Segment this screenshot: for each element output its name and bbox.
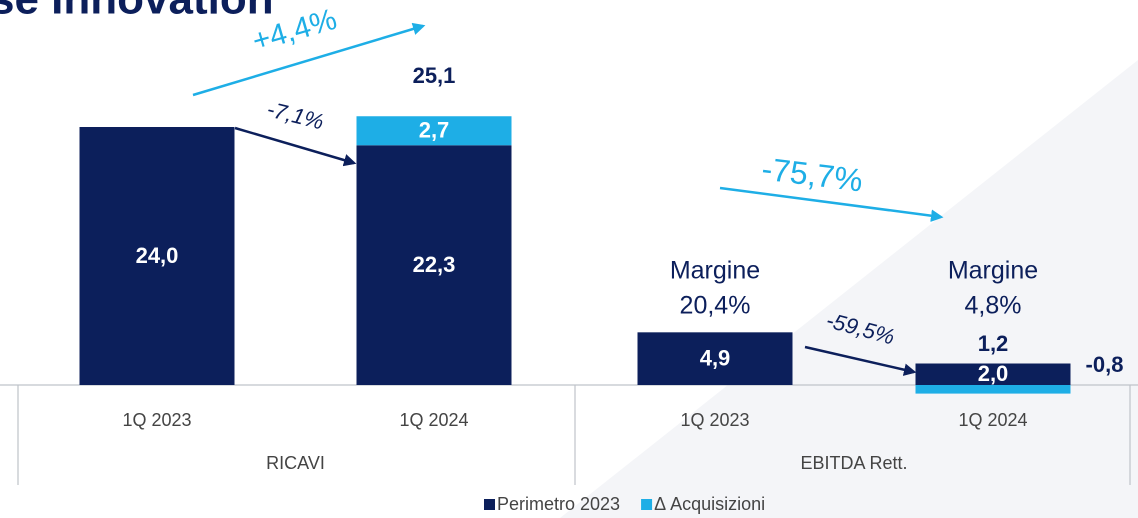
- annotation: -7,1%: [264, 96, 326, 134]
- bar: [356, 116, 512, 146]
- x-tick-label: 1Q 2023: [680, 410, 749, 430]
- margin-label: 20,4%: [680, 292, 751, 320]
- bar: [915, 363, 1071, 385]
- x-tick-label: 1Q 2024: [399, 410, 468, 430]
- bar: [637, 332, 793, 385]
- data-label: -0,8: [1086, 352, 1124, 377]
- total-label: 25,1: [413, 63, 456, 88]
- group-label: RICAVI: [266, 453, 325, 473]
- data-label: 4,9: [700, 345, 731, 370]
- arrow: [192, 22, 426, 97]
- x-tick-label: 1Q 2023: [122, 410, 191, 430]
- background-shape: [560, 60, 1138, 518]
- bar: [356, 145, 512, 385]
- group-label: EBITDA Rett.: [800, 453, 907, 473]
- margin-label: 4,8%: [965, 292, 1022, 320]
- annotation: -75,7%: [760, 150, 865, 198]
- data-label: 2,7: [419, 118, 450, 143]
- chart-title: se Innovation: [0, 0, 274, 24]
- arrow: [719, 186, 944, 222]
- legend-label: Perimetro 2023: [497, 494, 620, 514]
- bar: [915, 385, 1071, 394]
- legend-swatch: [641, 499, 653, 510]
- legend-swatch: [484, 499, 495, 510]
- margin-label: Margine: [670, 257, 760, 285]
- data-label: 22,3: [413, 252, 456, 277]
- arrow: [234, 126, 357, 167]
- total-label: 1,2: [978, 331, 1009, 356]
- data-label: 24,0: [136, 243, 179, 268]
- x-tick-label: 1Q 2024: [958, 410, 1027, 430]
- bar: [79, 127, 235, 385]
- data-label: 2,0: [978, 361, 1009, 386]
- legend-label: Δ Acquisizioni: [654, 494, 765, 514]
- arrow: [804, 345, 917, 376]
- margin-label: Margine: [948, 257, 1038, 285]
